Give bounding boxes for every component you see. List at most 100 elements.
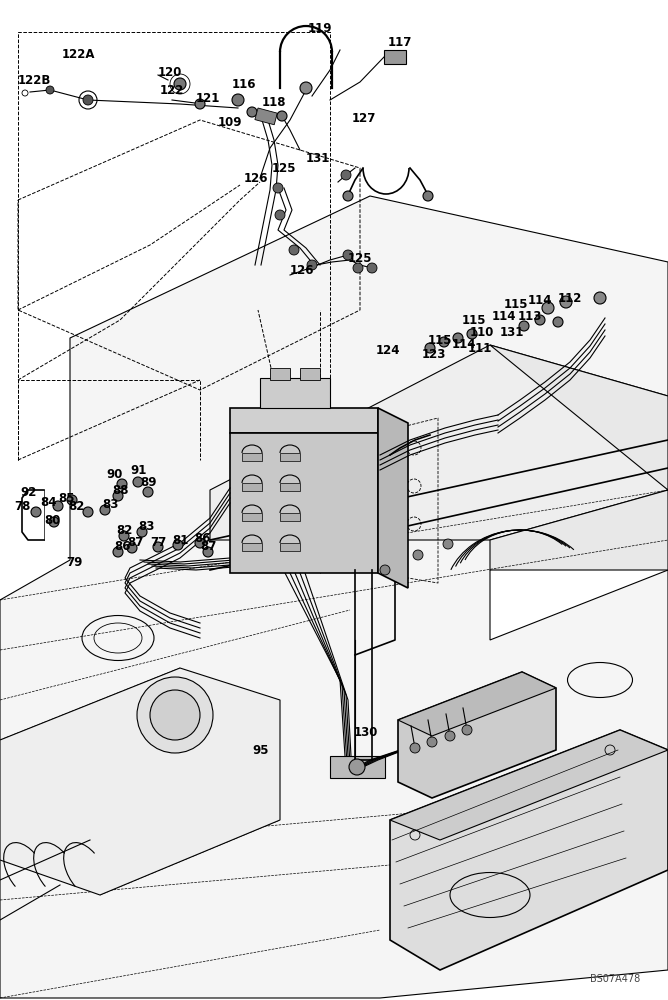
Circle shape [46, 86, 54, 94]
Text: 85: 85 [58, 491, 75, 504]
Circle shape [31, 507, 41, 517]
Text: 87: 87 [127, 536, 144, 548]
Polygon shape [0, 196, 668, 998]
Polygon shape [490, 345, 668, 570]
Polygon shape [390, 730, 668, 970]
Circle shape [53, 501, 63, 511]
Polygon shape [398, 672, 556, 798]
Text: 88: 88 [112, 484, 128, 496]
Circle shape [83, 507, 93, 517]
Circle shape [341, 170, 351, 180]
Text: 119: 119 [308, 21, 333, 34]
Circle shape [277, 111, 287, 121]
Text: 82: 82 [68, 499, 84, 512]
Circle shape [247, 107, 257, 117]
Text: 125: 125 [348, 251, 373, 264]
Text: 124: 124 [376, 344, 401, 357]
Text: 131: 131 [306, 151, 331, 164]
Polygon shape [0, 668, 280, 895]
Circle shape [343, 191, 353, 201]
Text: 122A: 122A [62, 48, 96, 62]
Circle shape [83, 95, 93, 105]
Text: 122B: 122B [18, 74, 51, 87]
Circle shape [117, 479, 127, 489]
Text: 80: 80 [44, 514, 60, 526]
Circle shape [427, 737, 437, 747]
Bar [280, 543, 300, 551]
Bar [280, 513, 300, 521]
Circle shape [137, 527, 147, 537]
Text: 81: 81 [172, 534, 188, 546]
Polygon shape [378, 408, 408, 588]
Circle shape [560, 296, 572, 308]
Circle shape [232, 94, 244, 106]
Circle shape [519, 321, 529, 331]
Text: 83: 83 [102, 497, 118, 510]
Text: 113: 113 [518, 310, 542, 322]
Circle shape [195, 538, 205, 548]
Bar [242, 513, 262, 521]
Bar [260, 378, 330, 408]
Circle shape [143, 487, 153, 497]
Text: 115: 115 [428, 334, 452, 347]
Text: 121: 121 [196, 92, 220, 104]
Text: 79: 79 [66, 556, 82, 568]
Text: 112: 112 [558, 292, 582, 304]
Circle shape [425, 343, 435, 353]
Circle shape [423, 191, 433, 201]
Text: 117: 117 [388, 35, 412, 48]
Text: 82: 82 [116, 524, 132, 536]
Circle shape [153, 542, 163, 552]
Circle shape [594, 292, 606, 304]
Polygon shape [390, 730, 668, 840]
Text: 84: 84 [40, 495, 57, 508]
Circle shape [535, 315, 545, 325]
Text: 87: 87 [200, 540, 216, 552]
Text: 131: 131 [500, 326, 524, 338]
Circle shape [367, 263, 377, 273]
Text: 77: 77 [150, 536, 166, 548]
Bar [242, 453, 262, 461]
Text: 126: 126 [290, 263, 315, 276]
Circle shape [150, 690, 200, 740]
Circle shape [467, 329, 477, 339]
Circle shape [113, 491, 123, 501]
Circle shape [439, 337, 449, 347]
Text: 120: 120 [158, 66, 182, 79]
Bar [280, 483, 300, 491]
Text: 115: 115 [504, 298, 528, 310]
Text: 83: 83 [138, 520, 154, 532]
Polygon shape [230, 433, 378, 573]
Circle shape [445, 731, 455, 741]
Text: 86: 86 [194, 532, 210, 544]
Circle shape [349, 759, 365, 775]
Circle shape [100, 505, 110, 515]
Text: 118: 118 [262, 96, 287, 108]
Circle shape [195, 99, 205, 109]
Text: 86: 86 [114, 540, 130, 554]
Text: 115: 115 [462, 314, 486, 326]
Text: 95: 95 [252, 744, 269, 756]
Text: 111: 111 [468, 342, 492, 355]
Circle shape [127, 543, 137, 553]
Circle shape [289, 245, 299, 255]
Circle shape [203, 547, 213, 557]
Text: 91: 91 [130, 464, 146, 477]
Text: 114: 114 [528, 294, 552, 306]
Circle shape [173, 540, 183, 550]
Text: 92: 92 [20, 486, 36, 498]
Circle shape [453, 333, 463, 343]
Text: 110: 110 [470, 326, 494, 338]
Text: 123: 123 [422, 348, 446, 360]
Polygon shape [398, 672, 556, 736]
Circle shape [119, 531, 129, 541]
Circle shape [113, 547, 123, 557]
Text: 130: 130 [354, 726, 378, 738]
Circle shape [273, 183, 283, 193]
Bar [280, 453, 300, 461]
Text: 127: 127 [352, 111, 376, 124]
Circle shape [49, 517, 59, 527]
Circle shape [553, 317, 563, 327]
Text: 109: 109 [218, 115, 242, 128]
Text: 90: 90 [106, 468, 122, 481]
